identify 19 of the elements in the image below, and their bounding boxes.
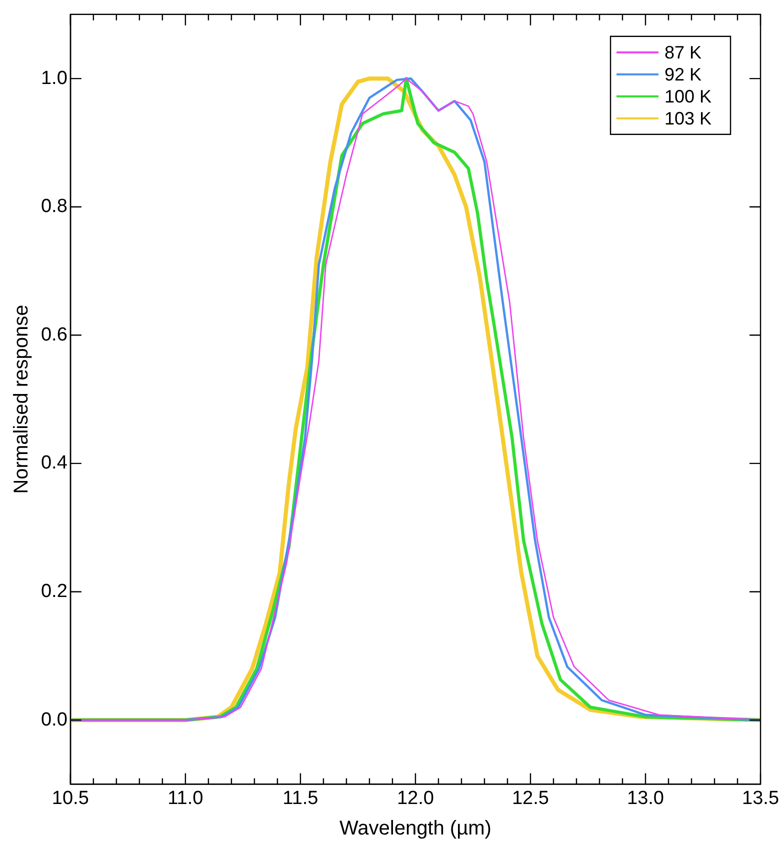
y-tick-label: 0.2 <box>40 580 68 602</box>
x-tick-label: 10.5 <box>52 788 89 809</box>
y-axis-title: Normalised response <box>10 304 33 494</box>
x-axis-title: Wavelength (µm) <box>339 818 492 840</box>
legend-label: 87 K <box>664 42 702 62</box>
text: 11.0 <box>168 788 204 809</box>
x-tick-label: 12.0 <box>396 788 434 809</box>
legend-label: 92 K <box>664 64 702 84</box>
y-tick-label: 1.0 <box>40 68 68 89</box>
legend-label: 100 K <box>664 86 712 106</box>
x-tick-label: 13.0 <box>627 788 664 809</box>
x-tick-label: 11.5 <box>282 788 318 809</box>
y-tick-label: 0.8 <box>40 196 68 218</box>
y-tick-label: 0.6 <box>40 324 68 346</box>
x-tick-label: 13.5 <box>742 788 779 809</box>
x-tick-label: 12.5 <box>512 788 549 809</box>
y-tick-label: 0.4 <box>40 452 68 474</box>
legend-label: 103 K <box>664 108 712 128</box>
y-tick-label: 0.0 <box>40 709 68 730</box>
